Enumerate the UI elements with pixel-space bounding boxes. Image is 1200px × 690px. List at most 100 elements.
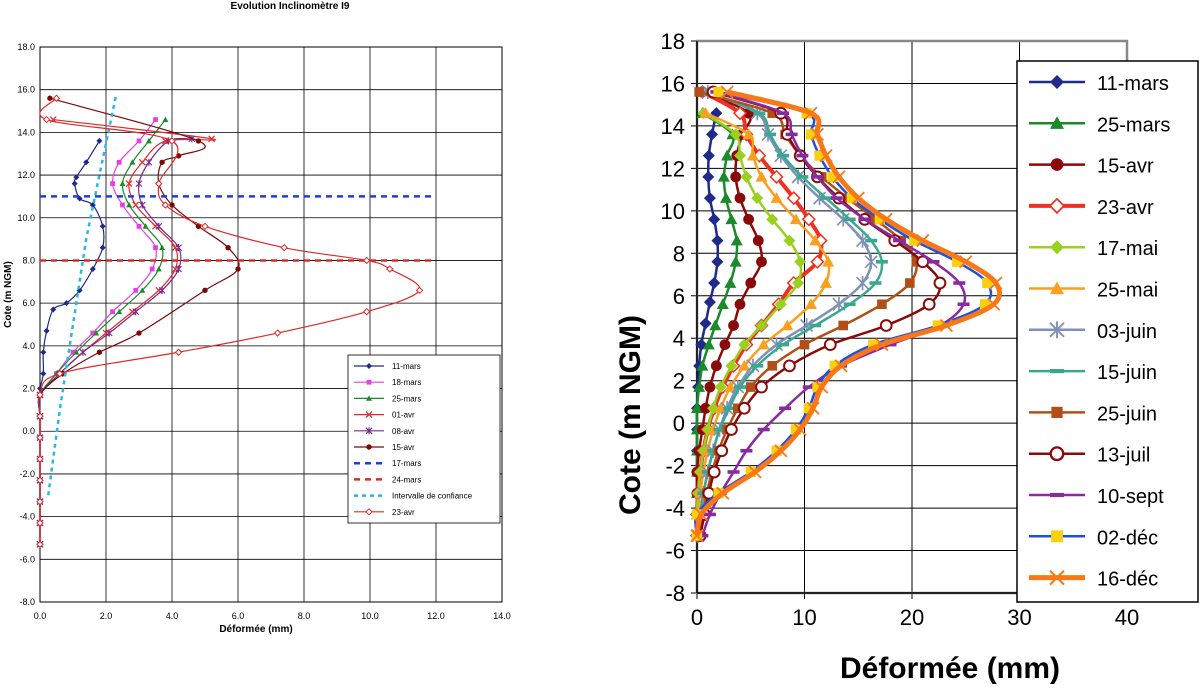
chart-right: -8 -6 -4 -2 0 2 4 6 8 10 12 14 16 18 0 10 20 30 40 Déformée… bbox=[614, 29, 1199, 685]
legend-marker bbox=[1050, 369, 1064, 374]
data-point bbox=[142, 223, 149, 229]
data-point bbox=[777, 342, 789, 347]
series-line bbox=[37, 97, 240, 545]
x-tick-label: 4.0 bbox=[166, 611, 179, 621]
data-point bbox=[70, 349, 76, 355]
series-line bbox=[694, 90, 993, 536]
data-point bbox=[803, 403, 814, 414]
data-point bbox=[696, 359, 709, 371]
data-point bbox=[748, 465, 762, 479]
data-point bbox=[809, 234, 822, 246]
data-point bbox=[734, 298, 746, 310]
data-point bbox=[708, 277, 721, 290]
data-point bbox=[707, 465, 721, 479]
series-10-sept bbox=[696, 90, 970, 538]
data-point bbox=[738, 338, 751, 351]
data-point bbox=[83, 159, 90, 166]
legend-marker bbox=[366, 379, 372, 385]
legend-label: 23-avr bbox=[1097, 197, 1154, 219]
data-point bbox=[145, 158, 153, 166]
data-point bbox=[96, 349, 103, 355]
data-point bbox=[806, 401, 820, 415]
data-point bbox=[751, 192, 764, 205]
legend-label: 25-mars bbox=[392, 394, 421, 403]
data-point bbox=[235, 266, 241, 272]
data-point bbox=[715, 444, 729, 458]
data-point bbox=[96, 137, 103, 144]
data-point bbox=[957, 302, 970, 307]
data-point bbox=[159, 159, 165, 165]
y-tick-label: 0.0 bbox=[22, 426, 35, 436]
data-point bbox=[742, 128, 755, 140]
data-point bbox=[136, 223, 142, 229]
data-point bbox=[73, 349, 80, 355]
series-line bbox=[695, 90, 764, 536]
data-point bbox=[811, 175, 824, 179]
y-tick-label: 16 bbox=[661, 71, 685, 96]
data-point bbox=[362, 256, 371, 265]
data-point bbox=[161, 201, 170, 209]
y-tick-label: 10.0 bbox=[17, 213, 35, 223]
legend-marker bbox=[1050, 158, 1064, 171]
data-point bbox=[755, 319, 768, 332]
data-point bbox=[717, 170, 730, 182]
legend-label: 25-mai bbox=[1097, 280, 1158, 302]
data-point bbox=[50, 306, 57, 313]
legend-marker bbox=[1050, 240, 1064, 255]
legend-label: 10-sept bbox=[1097, 486, 1164, 508]
data-point bbox=[716, 486, 730, 500]
legend-label: 25-juin bbox=[1097, 403, 1157, 425]
series-line bbox=[701, 90, 967, 537]
data-point bbox=[764, 132, 777, 137]
data-point bbox=[720, 85, 734, 99]
legend-label: 13-juil bbox=[1097, 445, 1150, 467]
data-point bbox=[155, 222, 163, 230]
data-point bbox=[877, 299, 887, 310]
data-point bbox=[819, 149, 833, 163]
data-point bbox=[129, 159, 136, 165]
data-point bbox=[99, 223, 106, 230]
x-tick-label: 6.0 bbox=[232, 611, 245, 621]
data-point bbox=[362, 307, 371, 316]
legend-marker bbox=[1050, 75, 1064, 89]
series-08-avr bbox=[36, 135, 196, 548]
series-Intervalle de confiance bbox=[47, 95, 118, 496]
legend-marker bbox=[1050, 281, 1064, 295]
series-line bbox=[37, 137, 192, 545]
data-point bbox=[804, 298, 817, 310]
data-point bbox=[694, 507, 708, 522]
data-point bbox=[756, 256, 767, 268]
data-point bbox=[71, 180, 78, 187]
data-point bbox=[63, 300, 70, 307]
y-tick-label: -4 bbox=[665, 496, 685, 521]
series-01-avr bbox=[36, 116, 216, 548]
series-line bbox=[696, 90, 884, 536]
data-point bbox=[820, 196, 832, 200]
data-point bbox=[874, 214, 885, 225]
data-point bbox=[225, 244, 231, 251]
data-point bbox=[52, 94, 61, 102]
data-point bbox=[911, 257, 922, 267]
legend-box bbox=[1016, 60, 1199, 603]
data-point bbox=[783, 234, 796, 247]
data-point bbox=[729, 255, 742, 267]
data-point bbox=[909, 235, 920, 246]
data-point bbox=[116, 159, 122, 165]
data-point bbox=[723, 406, 736, 411]
data-point bbox=[691, 402, 703, 414]
legend-marker bbox=[366, 395, 372, 401]
series-16-déc bbox=[690, 85, 1003, 543]
data-point bbox=[745, 277, 757, 289]
data-point bbox=[820, 277, 832, 288]
data-point bbox=[702, 170, 715, 183]
legend-marker bbox=[1048, 197, 1066, 215]
legend-marker bbox=[365, 508, 373, 516]
data-point bbox=[99, 244, 106, 251]
data-point bbox=[745, 382, 756, 392]
data-point bbox=[208, 135, 216, 143]
data-point bbox=[952, 256, 963, 267]
data-point bbox=[814, 150, 825, 161]
legend-marker bbox=[365, 427, 373, 435]
data-point bbox=[690, 529, 704, 543]
data-point bbox=[868, 339, 879, 350]
